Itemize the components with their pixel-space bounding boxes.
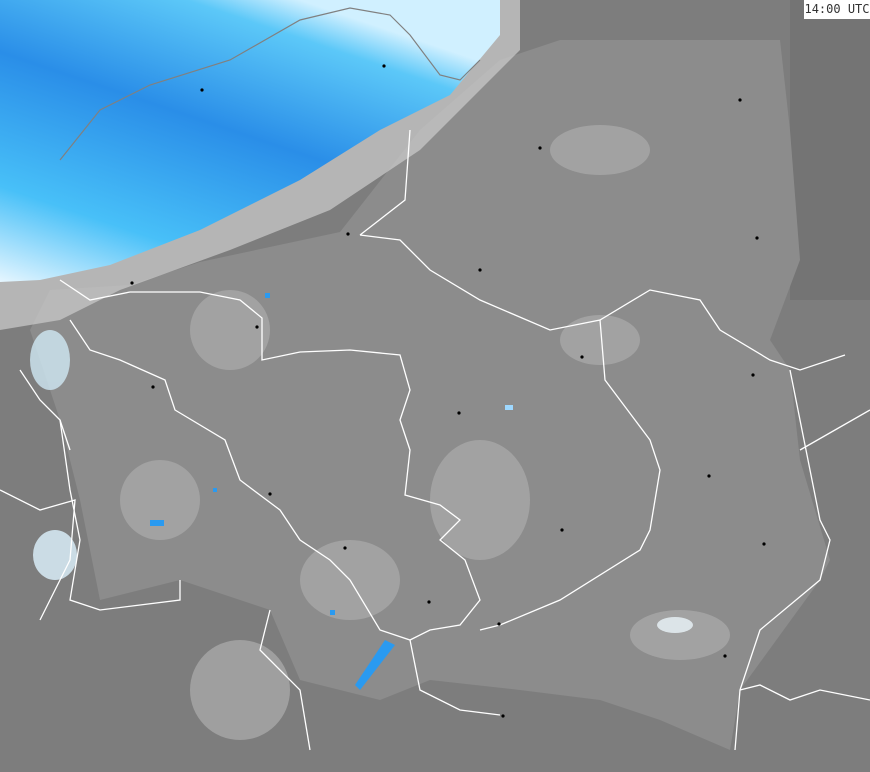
city-marker — [200, 88, 204, 92]
city-marker — [501, 714, 505, 718]
city-marker — [497, 622, 501, 626]
city-marker — [427, 600, 431, 604]
city-marker — [343, 546, 347, 550]
city-marker — [751, 373, 755, 377]
city-marker — [255, 325, 259, 329]
city-markers — [130, 64, 766, 718]
city-marker — [478, 268, 482, 272]
city-marker — [560, 528, 564, 532]
city-marker — [457, 411, 461, 415]
city-marker — [738, 98, 742, 102]
city-marker — [538, 146, 542, 150]
precipitation-band — [0, 0, 500, 282]
precip-cells — [150, 293, 513, 690]
city-marker — [346, 232, 350, 236]
city-marker — [580, 355, 584, 359]
city-marker — [382, 64, 386, 68]
city-marker — [130, 281, 134, 285]
border-lines — [0, 129, 870, 751]
city-marker — [723, 654, 727, 658]
timestamp-label: 14:00 UTC — [804, 0, 870, 19]
neighbor-region-east — [790, 0, 870, 300]
country-area — [30, 40, 830, 750]
city-marker — [268, 492, 272, 496]
city-marker — [707, 474, 711, 478]
city-marker — [151, 385, 155, 389]
coastline — [59, 7, 481, 161]
city-marker — [762, 542, 766, 546]
city-marker — [755, 236, 759, 240]
